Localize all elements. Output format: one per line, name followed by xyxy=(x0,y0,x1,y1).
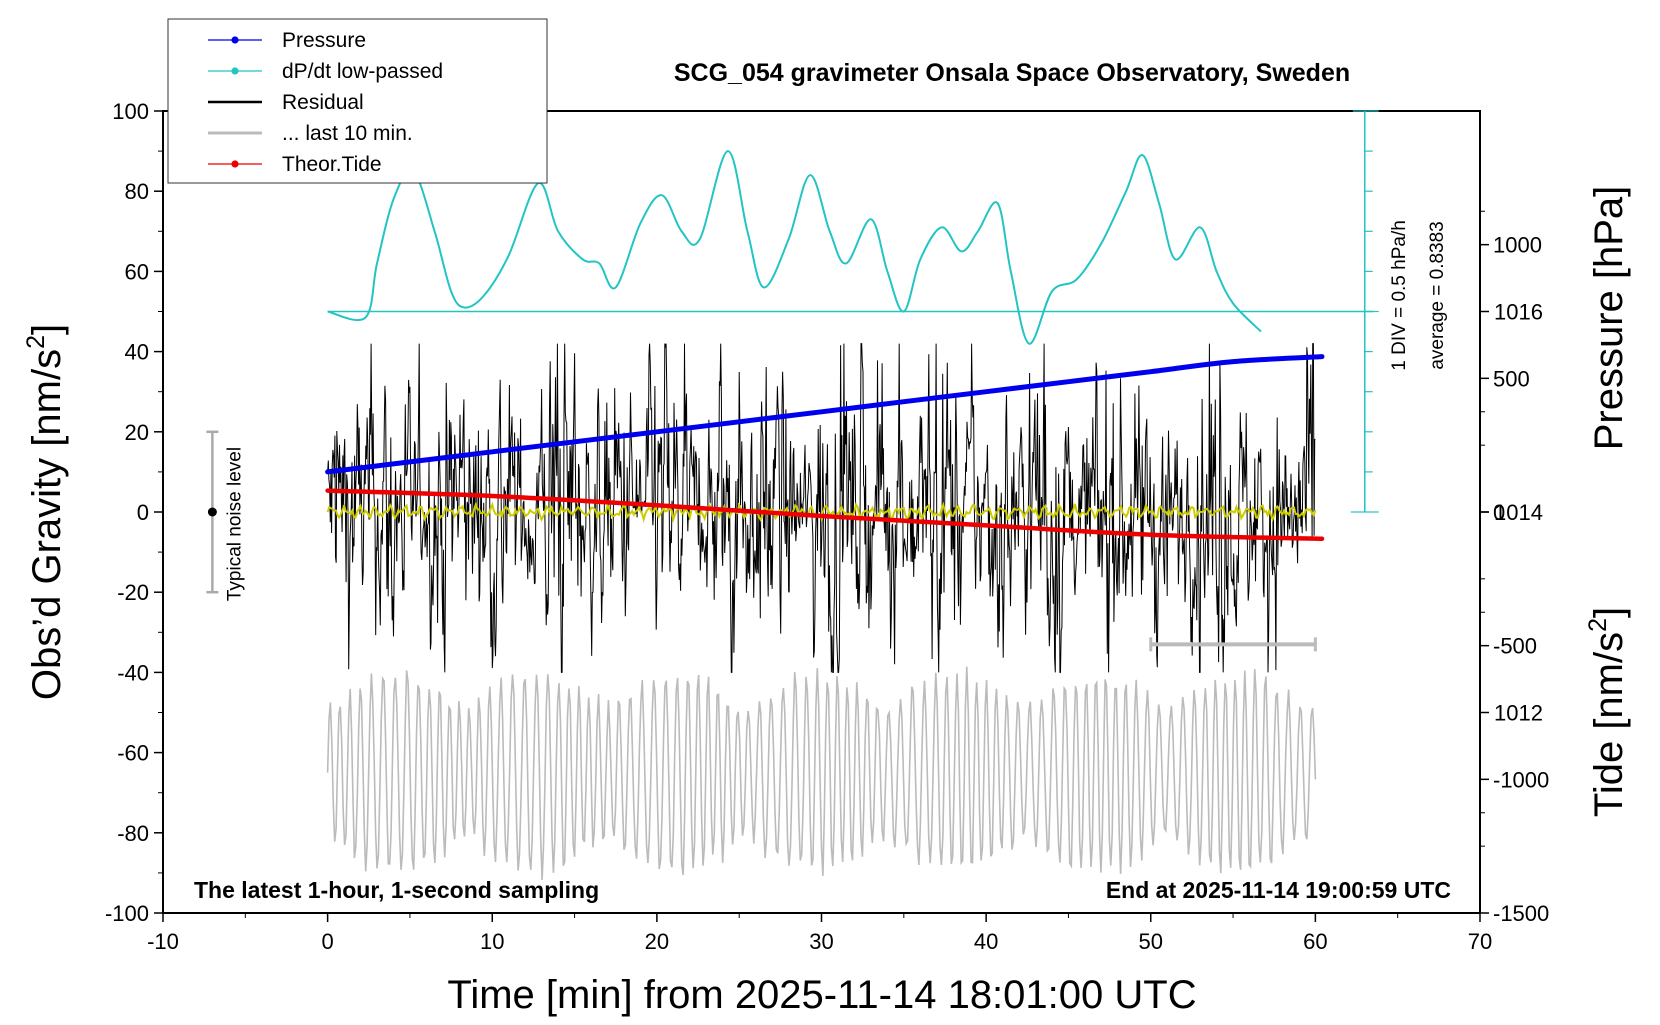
gravity-tick-label: -60 xyxy=(117,741,149,766)
gravity-tick-label: -80 xyxy=(117,821,149,846)
smoothed-residual-line xyxy=(326,501,1317,523)
legend-label: Theor.Tide xyxy=(282,153,382,176)
x-tick-label: 30 xyxy=(809,929,833,954)
gravity-tick-label: -40 xyxy=(117,660,149,685)
gravity-axis-title-sup: 2 xyxy=(22,335,50,349)
gravity-axis-title-main: Obs’d Gravity [nm/s xyxy=(25,349,69,700)
dpdt-line xyxy=(327,150,1262,345)
x-axis-title: Time [min] from 2025-11-14 18:01:00 UTC xyxy=(447,973,1196,1017)
legend-label: dP/dt low-passed xyxy=(282,60,443,83)
legend-marker xyxy=(231,160,239,168)
pressure-layer xyxy=(325,354,1325,475)
bottom-right-note: End at 2025-11-14 19:00:59 UTC xyxy=(1106,877,1451,903)
tide-tick-label: -1500 xyxy=(1493,901,1549,926)
residual-layer xyxy=(327,343,1316,673)
tide-axis-title-end: ] xyxy=(1587,607,1631,618)
tide-tick-label: 500 xyxy=(1493,366,1530,391)
tide-tick-label: -500 xyxy=(1493,634,1537,659)
last10-bracket-layer xyxy=(1149,637,1317,652)
gravity-tick-label: -100 xyxy=(105,901,149,926)
gravity-tick-label: 40 xyxy=(125,340,149,365)
tide-axis-title: Tide [nm/s2] xyxy=(1584,607,1631,817)
tide-tick-label: 1000 xyxy=(1493,233,1542,258)
x-tick-label: 60 xyxy=(1303,929,1327,954)
tide-axis-title-main: Tide [nm/s xyxy=(1587,632,1631,817)
x-tick-label: 50 xyxy=(1139,929,1163,954)
last10-layer xyxy=(326,666,1317,880)
legend-label: Pressure xyxy=(282,29,366,52)
legend-marker xyxy=(231,36,239,44)
legend: Pressure dP/dt low-passed Residual ... last… xyxy=(167,18,548,184)
average-note: average = 0.8383 xyxy=(1427,221,1448,369)
tide-axis-ticks: 1000 500 0 -500 -1000 -1500 xyxy=(1480,233,1549,926)
tide-axis-title-sup: 2 xyxy=(1584,618,1612,632)
pressure-tick-label: 1012 xyxy=(1494,701,1543,726)
gravity-tick-label: 60 xyxy=(125,259,149,284)
last10-line xyxy=(326,666,1317,880)
tide-layer xyxy=(325,488,1325,541)
x-tick-label: 40 xyxy=(974,929,998,954)
gravity-tick-label: 20 xyxy=(125,420,149,445)
bottom-left-note: The latest 1-hour, 1-second sampling xyxy=(194,877,599,903)
residual-line xyxy=(327,343,1316,673)
legend-marker xyxy=(231,67,239,75)
tide-tick-label: -1000 xyxy=(1493,767,1549,792)
legend-label: ... last 10 min. xyxy=(282,122,413,145)
dpdt-scale-bar: 1 DIV = 0.5 hPa/h average = 0.8383 xyxy=(327,110,1448,513)
x-tick-label: 10 xyxy=(480,929,504,954)
div-note: 1 DIV = 0.5 hPa/h xyxy=(1389,220,1410,371)
dpdt-layer xyxy=(327,150,1262,345)
pressure-tick-label: 1016 xyxy=(1494,300,1543,325)
noise-level-label: Typical noise level xyxy=(224,447,245,601)
gravity-tick-label: 100 xyxy=(112,99,149,124)
tide-tick-label: 0 xyxy=(1493,500,1505,525)
gravity-tick-label: -20 xyxy=(117,580,149,605)
gravity-tick-label: 80 xyxy=(125,179,149,204)
chart-title: SCG_054 gravimeter Onsala Space Observat… xyxy=(674,59,1350,87)
gravity-tick-label: 0 xyxy=(137,500,149,525)
noise-level-center xyxy=(207,507,217,517)
noise-level-layer: Typical noise level xyxy=(206,430,245,601)
gravity-axis-ticks: 100 80 60 40 20 0 -20 -40 -60 -80 -100 xyxy=(105,99,163,926)
tide-line xyxy=(325,488,1325,541)
gravity-axis-title-end: ] xyxy=(25,324,69,335)
pressure-axis-ticks: 1016 1014 1012 xyxy=(1480,210,1543,814)
gravity-axis-title: Obs’d Gravity [nm/s2] xyxy=(22,324,69,700)
x-tick-label: 0 xyxy=(322,929,334,954)
x-tick-label: 70 xyxy=(1468,929,1492,954)
smoothed-residual-layer xyxy=(326,501,1317,523)
pressure-tick-label: 1014 xyxy=(1494,500,1543,525)
pressure-line xyxy=(325,354,1325,475)
pressure-axis-title: Pressure [hPa] xyxy=(1587,186,1631,451)
x-tick-label: -10 xyxy=(147,929,179,954)
legend-label: Residual xyxy=(282,91,364,114)
x-axis-ticks: -10 0 10 20 30 40 50 60 70 xyxy=(147,913,1492,954)
x-tick-label: 20 xyxy=(645,929,669,954)
